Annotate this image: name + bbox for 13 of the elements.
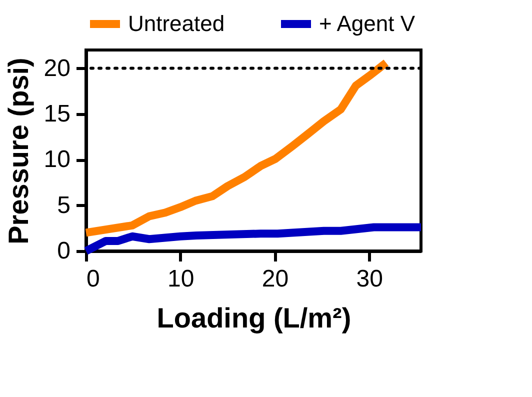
x-axis-title: Loading (L/m²) (156, 302, 352, 334)
x-tick-label: 10 (168, 266, 194, 292)
legend-label: + Agent V (319, 11, 416, 36)
y-tick-label: 10 (44, 146, 70, 174)
x-tick-label: 20 (262, 266, 289, 292)
y-tick-label: 5 (57, 192, 70, 219)
y-tick-label: 20 (44, 54, 70, 82)
y-axis-title: Pressure (psi) (2, 58, 34, 244)
y-tick-label: 0 (57, 238, 70, 264)
x-tick-label: 30 (356, 266, 383, 292)
legend-label: Untreated (128, 11, 225, 36)
y-tick-label: 15 (44, 100, 70, 128)
x-tick-label: 0 (86, 266, 100, 292)
